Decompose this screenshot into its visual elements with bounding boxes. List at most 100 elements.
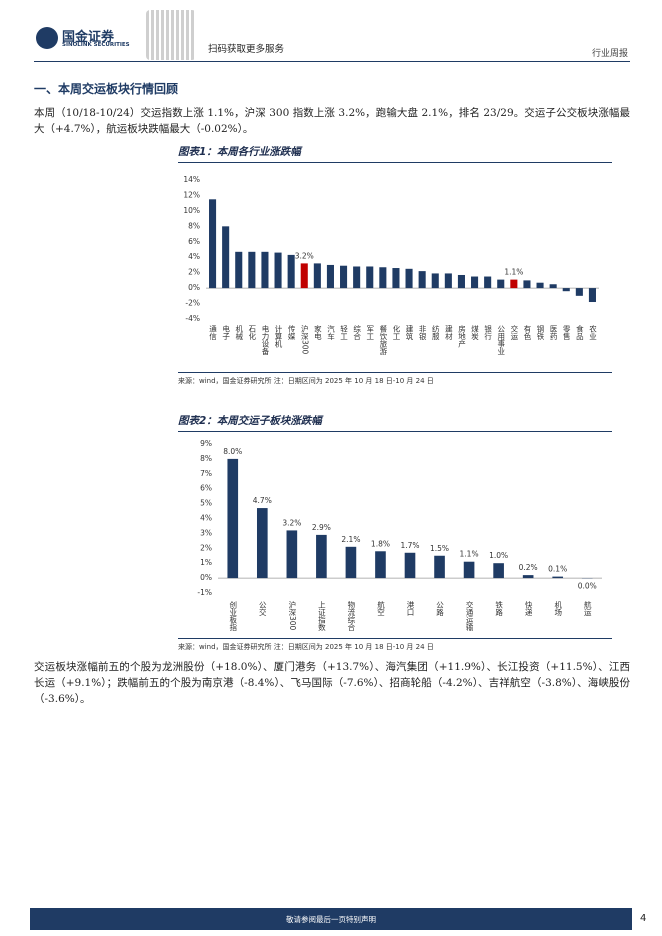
x-tick-label: 纺服	[431, 324, 440, 342]
y-tick-label: 2%	[188, 268, 200, 277]
figure-title: 图表2：本周交运子板块涨跌幅	[178, 413, 612, 432]
x-tick-label: 石化	[248, 325, 257, 342]
data-label: 8.0%	[223, 447, 242, 456]
bar	[405, 268, 413, 289]
x-tick-label: 公路	[435, 601, 444, 616]
bar	[497, 279, 505, 289]
x-tick-label: 综合	[352, 324, 361, 342]
x-tick-label: 计算机	[274, 324, 283, 349]
x-tick-label: 机械	[235, 324, 244, 342]
y-tick-label: 6%	[200, 484, 212, 493]
bar	[222, 226, 230, 289]
bar	[523, 280, 531, 289]
bar	[444, 273, 452, 289]
brand-en: SINOLINK SECURITIES	[62, 42, 130, 48]
bar	[274, 252, 282, 289]
x-tick-label: 创业板指	[229, 600, 238, 633]
x-tick-label: 沪深300	[300, 324, 309, 355]
x-tick-label: 机场	[553, 600, 562, 618]
bar	[287, 254, 295, 289]
qr-caption: 扫码获取更多服务	[208, 44, 285, 55]
bar	[588, 288, 596, 303]
y-tick-label: -4%	[185, 314, 200, 323]
data-label: 2.1%	[341, 535, 360, 544]
x-tick-label: 煤炭	[470, 324, 479, 342]
bar	[353, 266, 361, 289]
bar	[261, 251, 269, 289]
x-tick-label: 有色	[523, 324, 532, 341]
paragraph: 本周（10/18-10/24）交运指数上涨 1.1%，沪深 300 指数上涨 3…	[34, 107, 630, 135]
x-tick-label: 港口	[406, 600, 415, 617]
x-tick-label: 医药	[549, 325, 558, 342]
x-tick-label: 公交	[258, 601, 267, 617]
data-label: 1.1%	[460, 550, 479, 559]
x-tick-label: 银行	[483, 325, 492, 342]
x-tick-label: 传媒	[287, 324, 296, 342]
bar	[549, 284, 557, 289]
y-tick-label: 0%	[188, 283, 200, 292]
bar	[209, 199, 217, 289]
y-tick-label: 5%	[200, 499, 212, 508]
x-tick-label: 航空	[376, 600, 385, 617]
data-label: 1.5%	[430, 544, 449, 553]
header-rule	[34, 61, 630, 62]
y-tick-label: 2%	[200, 543, 212, 552]
y-tick-label: 8%	[188, 221, 200, 230]
y-tick-label: 8%	[200, 454, 212, 463]
x-tick-label: 建筑	[405, 324, 414, 342]
bar	[562, 288, 570, 292]
logo-icon	[36, 27, 58, 49]
bar	[379, 267, 387, 289]
y-tick-label: -2%	[185, 299, 200, 308]
bar	[248, 251, 256, 289]
bar	[340, 265, 348, 289]
x-tick-label: 上证指数	[317, 601, 326, 633]
bar	[326, 264, 334, 289]
bar	[484, 276, 492, 289]
bar	[522, 575, 534, 579]
section-title: 一、本周交运板块行情回顾	[34, 82, 179, 96]
source-note: 来源：wind，国金证券研究所 注：日期区间为 2025 年 10 月 18 日…	[178, 372, 612, 386]
bar	[300, 263, 308, 289]
x-tick-label: 非银	[418, 324, 427, 342]
data-label: 1.0%	[489, 551, 508, 560]
bar	[256, 508, 268, 579]
x-tick-label: 餐饮旅游	[379, 325, 388, 357]
data-label: 2.9%	[312, 523, 331, 532]
y-tick-label: 4%	[188, 252, 200, 261]
x-tick-label: 电子	[221, 324, 230, 341]
x-tick-label: 交通运输	[465, 600, 474, 633]
bar	[404, 552, 416, 579]
x-tick-label: 通信	[208, 324, 217, 342]
data-label: 1.1%	[504, 268, 523, 277]
x-tick-label: 建材	[444, 324, 453, 341]
bar	[235, 251, 243, 289]
bar	[431, 273, 439, 289]
x-tick-label: 钢铁	[536, 324, 545, 342]
chart: -1% 0% 1% 2% 3% 4% 5% 6% 7% 8% 9% 创业板指 8.0% 公交 4.7% 沪深3…	[197, 439, 602, 633]
y-tick-label: 7%	[200, 469, 212, 478]
data-label: 3.2%	[282, 518, 301, 527]
y-tick-label: 3%	[200, 528, 212, 537]
paragraph: 交运板块涨幅前五的个股为龙洲股份（+18.0%）、厦门港务（+13.7%）、海汽…	[34, 661, 630, 705]
bar	[434, 555, 445, 579]
x-tick-label: 化工	[392, 324, 401, 341]
bar	[345, 546, 357, 579]
footer-bar	[30, 908, 632, 930]
x-tick-label: 公用事业	[497, 325, 506, 355]
report-type: 行业周报	[591, 49, 628, 59]
bar	[286, 530, 298, 579]
x-tick-label: 电力设备	[261, 324, 270, 357]
x-tick-label: 汽车	[326, 324, 335, 342]
data-label: 0.2%	[519, 563, 538, 572]
source-note: 来源：wind，国金证券研究所 注：日期区间为 2025 年 10 月 18 日…	[178, 638, 612, 652]
data-label: 0.0%	[578, 581, 597, 590]
x-tick-label: 食品	[575, 324, 584, 342]
chart: -4% -2% 0% 2% 4% 6% 8% 10% 12% 14% 通信 电子 机械 石化 电力设备 计算机…	[183, 175, 599, 357]
bar	[575, 288, 583, 296]
y-tick-label: 6%	[188, 237, 200, 246]
bar	[366, 266, 374, 289]
x-tick-label: 交运	[510, 324, 519, 342]
bar	[392, 268, 400, 289]
data-label: 3.2%	[295, 251, 314, 260]
